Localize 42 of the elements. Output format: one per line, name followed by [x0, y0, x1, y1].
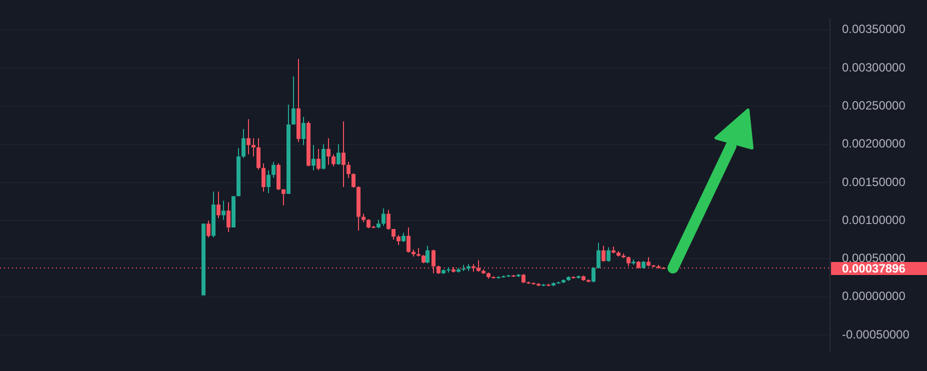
candlestick [386, 209, 390, 230]
candlestick [406, 226, 410, 254]
candlestick [226, 202, 230, 233]
candlestick [602, 245, 606, 262]
y-tick-label: 0.00300000 [842, 60, 906, 74]
y-tick-label: 0.00000000 [842, 289, 906, 304]
candlestick [326, 138, 330, 166]
candlestick [282, 188, 286, 206]
candlestick [216, 191, 220, 219]
candlestick [272, 161, 276, 178]
candlestick [522, 273, 526, 284]
candlestick [246, 118, 250, 155]
candlestick [352, 172, 356, 188]
y-tick-label: 0.00150000 [842, 174, 906, 189]
y-tick-label: 0.00200000 [842, 136, 906, 151]
candlestick [252, 138, 256, 158]
candlestick [206, 220, 210, 238]
candlestick [262, 162, 266, 192]
candlestick [596, 242, 600, 270]
candlestick [426, 245, 430, 264]
candlestick [322, 144, 326, 170]
y-tick-label: -0.00050000 [842, 327, 910, 342]
candlestick [592, 266, 596, 283]
candlestick [336, 144, 340, 166]
candlestick [266, 170, 270, 194]
candlestick [242, 128, 246, 159]
candlestick [222, 200, 226, 220]
candlestick [316, 148, 320, 171]
candlestick [402, 232, 406, 242]
y-tick-label: 0.00350000 [842, 22, 906, 36]
candlestick [332, 154, 336, 167]
candlestick [312, 144, 316, 171]
candlestick [396, 234, 400, 246]
y-tick-label: 0.00100000 [842, 212, 906, 227]
candlestick [256, 138, 260, 170]
candlestick [346, 161, 350, 178]
candlestick [342, 120, 346, 188]
candlestick [302, 116, 306, 146]
candlestick [292, 76, 296, 125]
y-tick-label: 0.00250000 [842, 98, 906, 112]
candlestick [382, 208, 386, 226]
candlestick [606, 246, 610, 262]
